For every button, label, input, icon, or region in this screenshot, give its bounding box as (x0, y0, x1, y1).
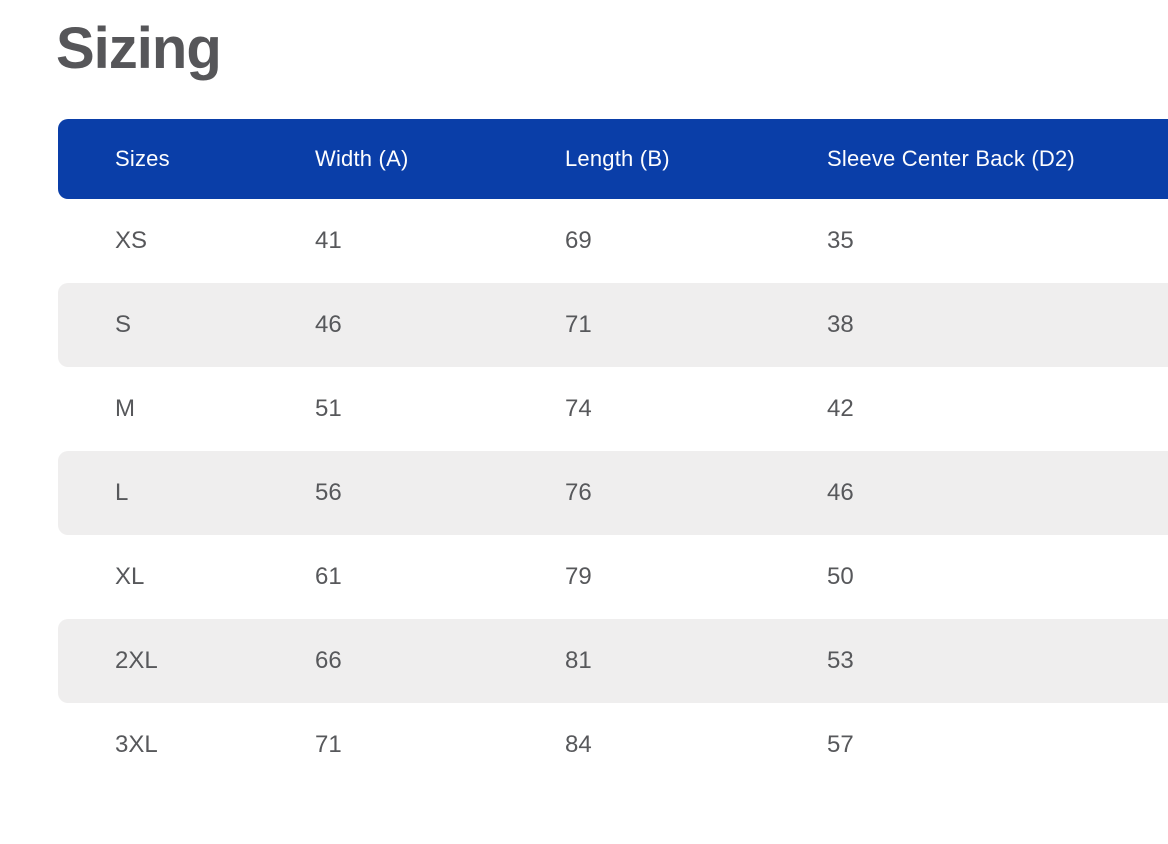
width-cell: 51 (315, 394, 342, 422)
size-cell: M (115, 394, 135, 422)
table-row: S 46 71 38 (58, 282, 1168, 367)
sleeve-cell: 53 (827, 646, 854, 674)
column-header-length: Length (B) (565, 145, 670, 171)
table-row: 2XL 66 81 53 (58, 618, 1168, 703)
sizing-table-header-row: Sizes Width (A) Length (B) Sleeve Center… (58, 118, 1168, 199)
sleeve-cell: 35 (827, 226, 854, 254)
width-cell: 71 (315, 730, 342, 758)
sleeve-cell: 50 (827, 562, 854, 590)
sizing-table-body: XS 41 69 35 S 46 71 38 M 51 74 42 L 56 7… (58, 198, 1168, 787)
size-cell: XL (115, 562, 145, 590)
width-cell: 41 (315, 226, 342, 254)
length-cell: 74 (565, 394, 592, 422)
page-title: Sizing (56, 16, 222, 81)
table-row: M 51 74 42 (58, 366, 1168, 451)
sleeve-cell: 57 (827, 730, 854, 758)
sleeve-cell: 38 (827, 310, 854, 338)
length-cell: 69 (565, 226, 592, 254)
sleeve-cell: 42 (827, 394, 854, 422)
table-row: XS 41 69 35 (58, 198, 1168, 283)
sleeve-cell: 46 (827, 478, 854, 506)
sizing-table: Sizes Width (A) Length (B) Sleeve Center… (58, 118, 1168, 787)
length-cell: 81 (565, 646, 592, 674)
size-cell: 2XL (115, 646, 158, 674)
column-header-width: Width (A) (315, 145, 409, 171)
size-cell: 3XL (115, 730, 158, 758)
table-row: XL 61 79 50 (58, 534, 1168, 619)
width-cell: 61 (315, 562, 342, 590)
width-cell: 66 (315, 646, 342, 674)
width-cell: 46 (315, 310, 342, 338)
size-cell: S (115, 310, 132, 338)
length-cell: 84 (565, 730, 592, 758)
column-header-sizes: Sizes (115, 145, 170, 171)
table-row: 3XL 71 84 57 (58, 702, 1168, 787)
table-row: L 56 76 46 (58, 450, 1168, 535)
size-cell: L (115, 478, 129, 506)
length-cell: 76 (565, 478, 592, 506)
size-cell: XS (115, 226, 148, 254)
column-header-sleeve-center-back: Sleeve Center Back (D2) (827, 145, 1075, 171)
width-cell: 56 (315, 478, 342, 506)
length-cell: 71 (565, 310, 592, 338)
length-cell: 79 (565, 562, 592, 590)
